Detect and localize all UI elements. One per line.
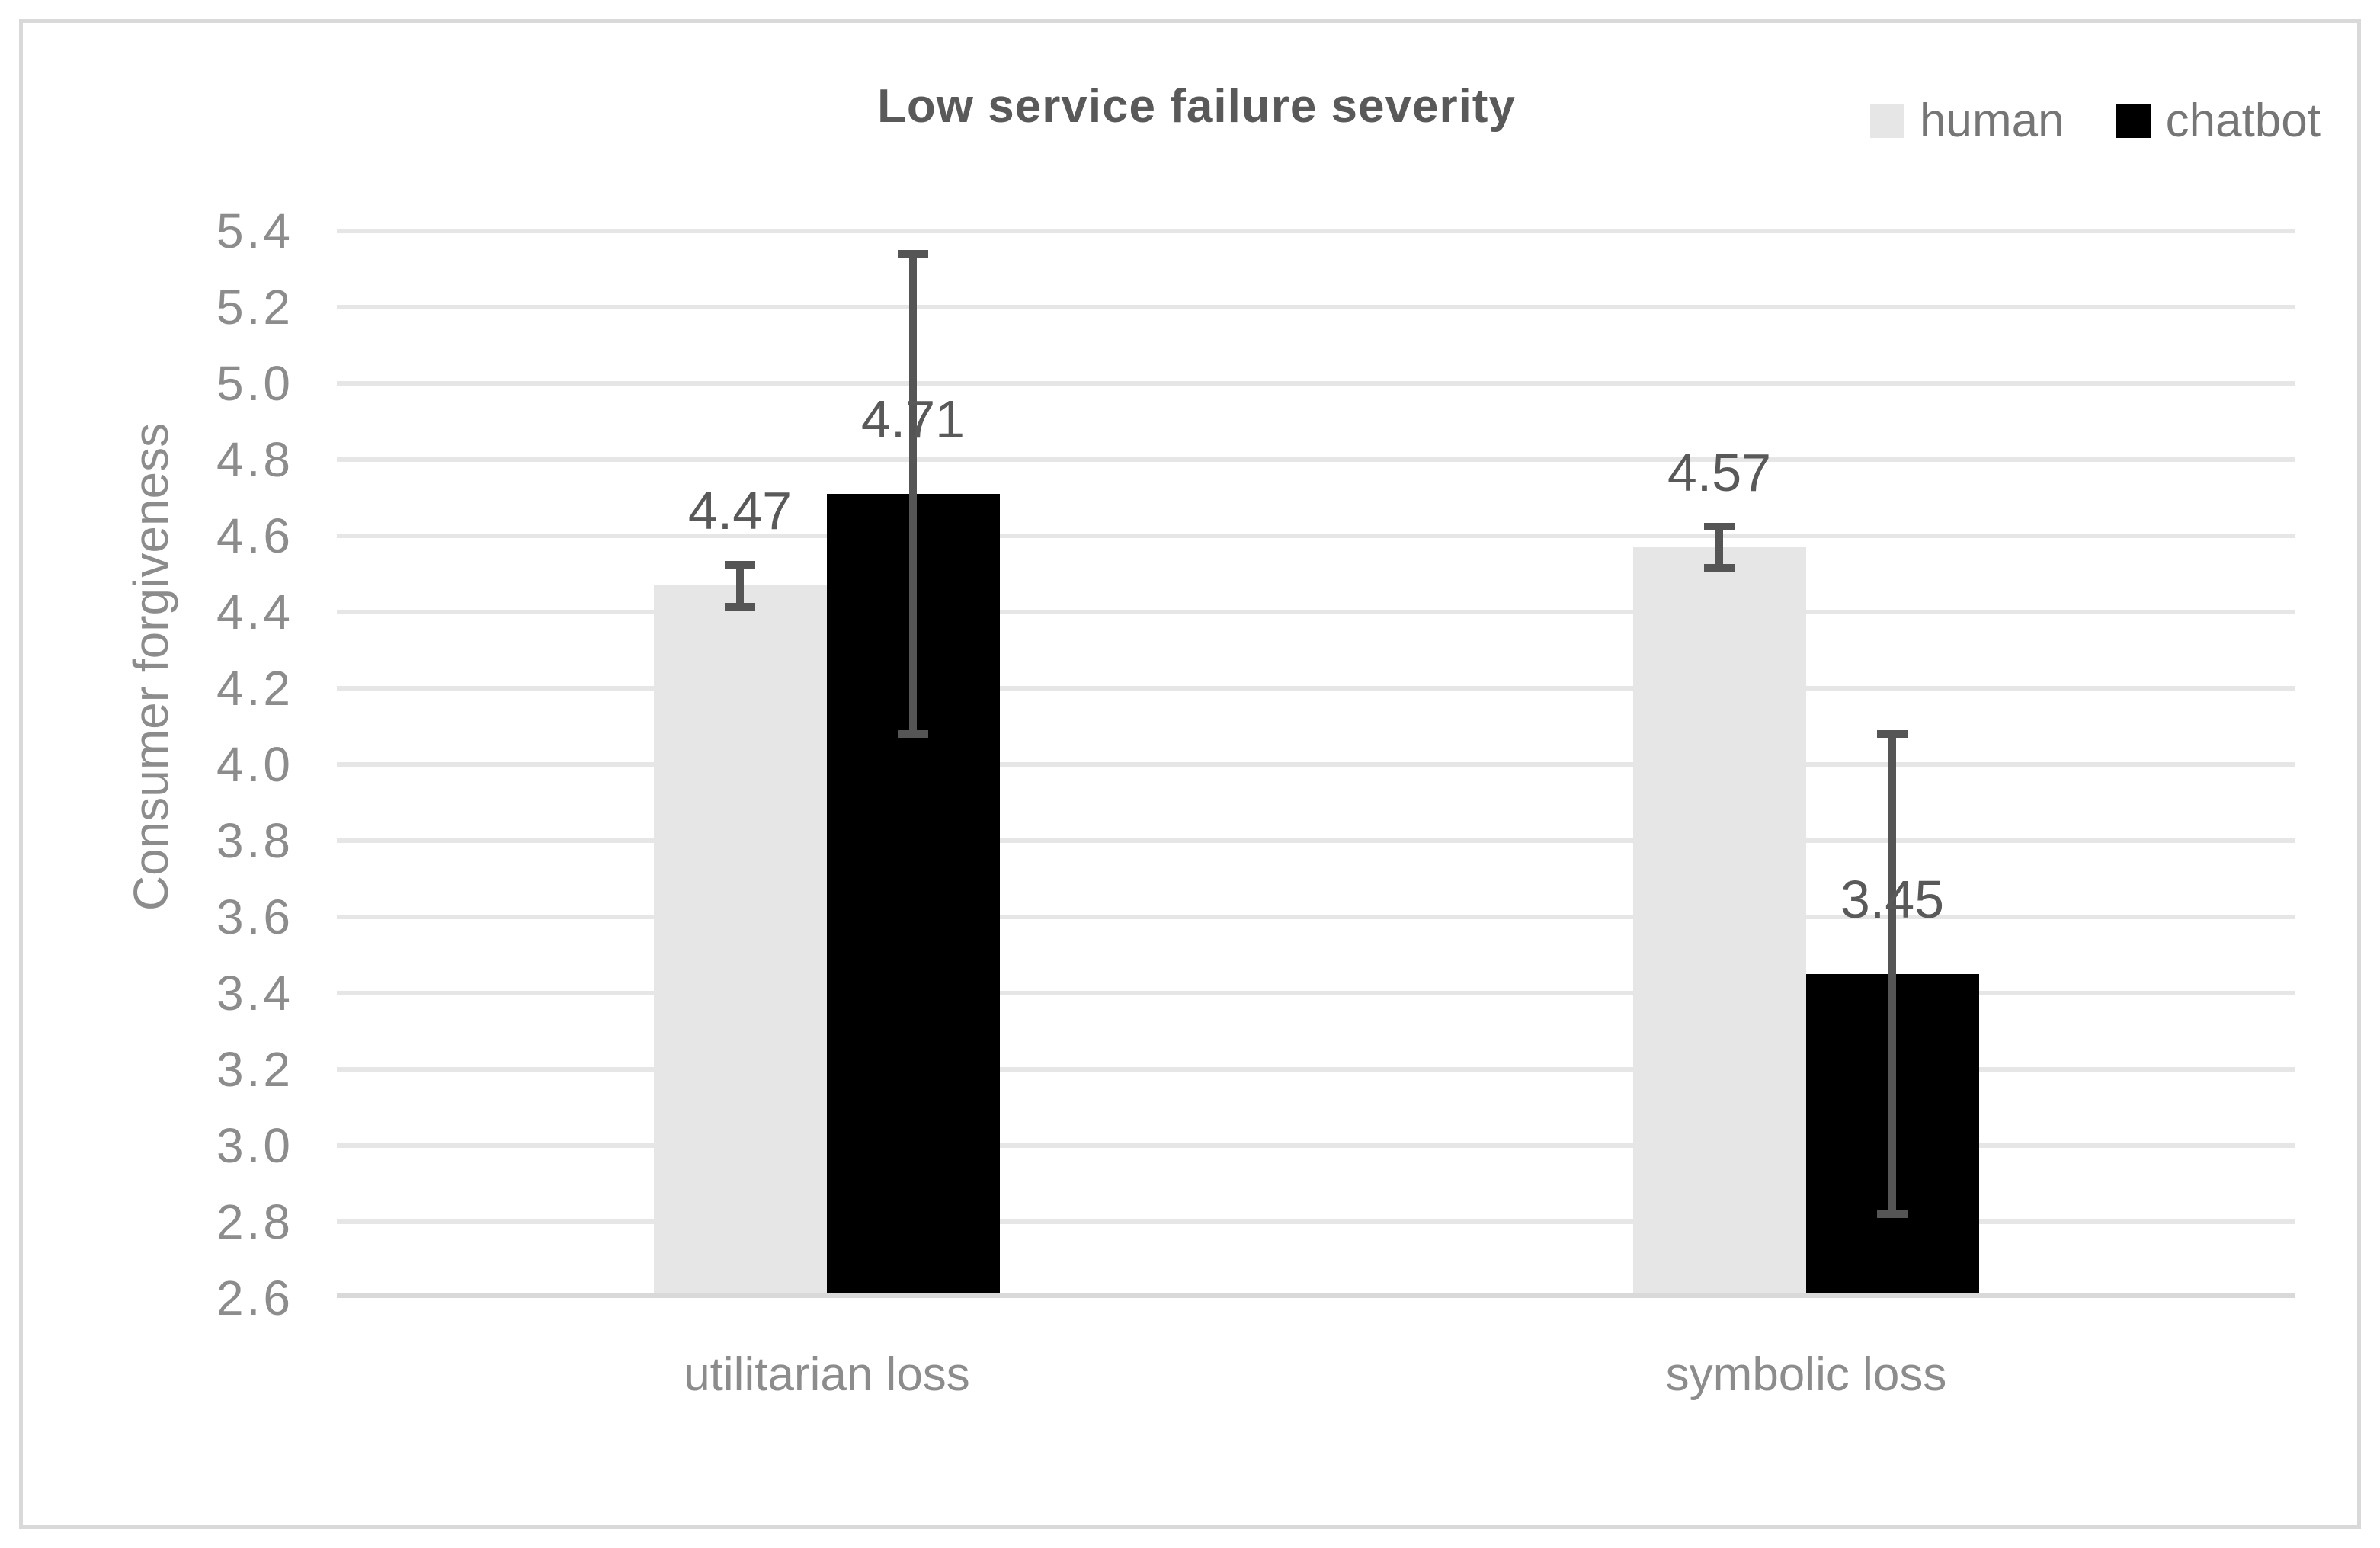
error-bar-cap-bottom-chatbot-utilitarian-loss [898,730,928,738]
error-bar-human-symbolic-loss [1715,527,1723,569]
gridline-4.8 [337,457,2295,462]
y-tick-label-5.0: 5.0 [216,356,293,411]
gridline-5.4 [337,229,2295,233]
y-tick-label-3.6: 3.6 [216,889,293,944]
bar-human-utilitarian-loss [654,585,827,1293]
y-tick-label-4.8: 4.8 [216,432,293,487]
error-bar-human-utilitarian-loss [736,565,744,607]
data-label-chatbot-symbolic-loss: 3.45 [1840,870,1945,929]
y-tick-label-3.4: 3.4 [216,966,293,1021]
gridline-4.0 [337,762,2295,767]
gridline-5.0 [337,381,2295,386]
x-category-label-utilitarian-loss: utilitarian loss [684,1348,970,1401]
data-label-human-symbolic-loss: 4.57 [1667,443,1772,502]
figure-border [19,19,2361,1529]
error-bar-cap-top-human-utilitarian-loss [725,561,755,569]
data-label-human-utilitarian-loss: 4.47 [687,481,793,540]
error-bar-cap-bottom-chatbot-symbolic-loss [1877,1210,1908,1218]
y-tick-label-5.2: 5.2 [216,280,293,335]
error-bar-chatbot-utilitarian-loss [909,254,917,734]
y-tick-label-3.2: 3.2 [216,1042,293,1097]
gridline-3.8 [337,838,2295,843]
bar-human-symbolic-loss [1633,547,1806,1293]
legend-swatch-chatbot-icon [2116,104,2151,138]
error-bar-cap-top-chatbot-symbolic-loss [1877,730,1908,738]
legend-item-human: human [1870,95,2064,147]
y-tick-label-3.0: 3.0 [216,1118,293,1173]
error-bar-cap-bottom-human-symbolic-loss [1704,564,1735,572]
gridline-4.6 [337,534,2295,538]
gridline-5.2 [337,305,2295,309]
error-bar-cap-top-human-symbolic-loss [1704,523,1735,530]
legend: human chatbot [1870,95,2321,147]
y-tick-label-5.4: 5.4 [216,204,293,258]
y-tick-label-4.2: 4.2 [216,661,293,716]
y-tick-label-4.0: 4.0 [216,737,293,792]
gridline-3.4 [337,991,2295,995]
y-tick-label-4.6: 4.6 [216,508,293,563]
y-tick-label-3.8: 3.8 [216,813,293,868]
legend-swatch-human-icon [1870,104,1905,138]
chart-title: Low service failure severity [877,80,1516,133]
x-axis-line [337,1293,2295,1298]
gridline-2.8 [337,1219,2295,1224]
legend-label-human: human [1920,95,2064,147]
legend-label-chatbot: chatbot [2165,95,2321,147]
error-bar-cap-top-chatbot-utilitarian-loss [898,250,928,258]
gridline-4.4 [337,610,2295,614]
y-tick-label-2.6: 2.6 [216,1271,293,1325]
y-tick-label-2.8: 2.8 [216,1194,293,1249]
y-tick-label-4.4: 4.4 [216,585,293,639]
error-bar-chatbot-symbolic-loss [1888,734,1896,1214]
gridline-3.6 [337,915,2295,919]
gridline-4.2 [337,686,2295,691]
legend-item-chatbot: chatbot [2116,95,2321,147]
gridline-3.0 [337,1143,2295,1148]
x-category-label-symbolic-loss: symbolic loss [1665,1348,1947,1401]
gridline-3.2 [337,1067,2295,1072]
data-label-chatbot-utilitarian-loss: 4.71 [860,389,966,449]
error-bar-cap-bottom-human-utilitarian-loss [725,603,755,611]
